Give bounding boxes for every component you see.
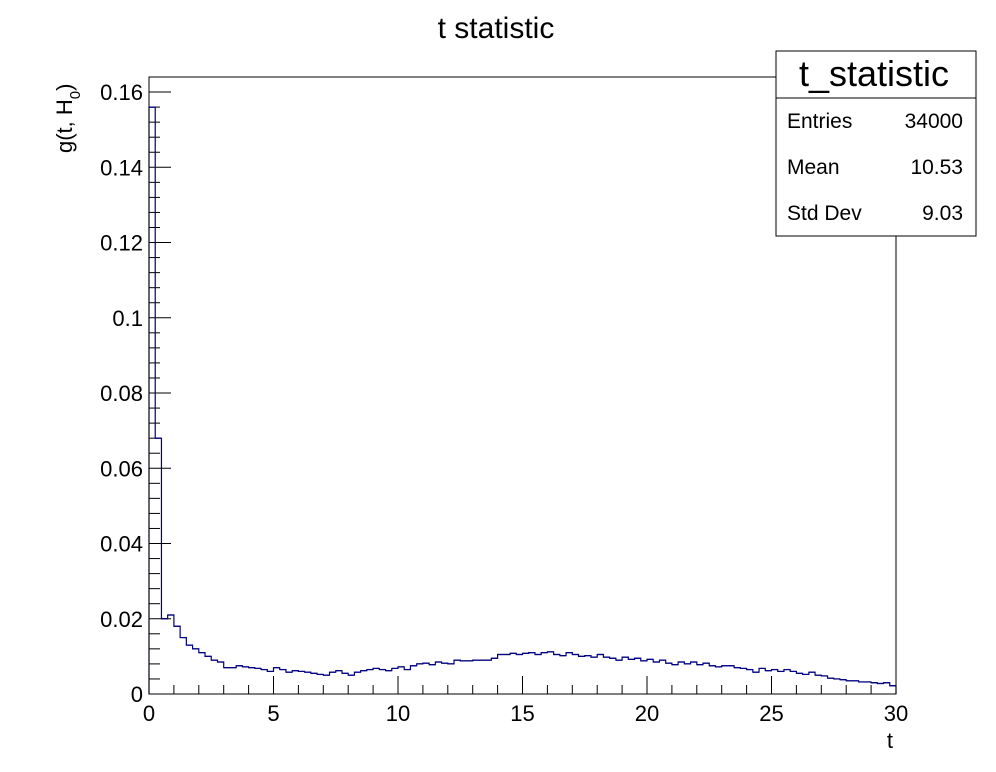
x-tick-label: 15: [510, 701, 534, 726]
y-tick-label: 0.02: [100, 607, 143, 632]
y-axis-label-subscript: 0: [67, 91, 84, 99]
y-axis-label-main: g(t, H: [52, 99, 77, 153]
stats-stddev-value: 9.03: [922, 202, 963, 225]
chart-title: t statistic: [438, 12, 555, 45]
y-tick-label: 0.04: [100, 532, 143, 557]
y-tick-label: 0.06: [100, 456, 143, 481]
y-tick-label: 0.08: [100, 381, 143, 406]
x-axis-label: t: [887, 728, 893, 753]
x-tick-label: 0: [143, 701, 155, 726]
x-tick-label: 10: [386, 701, 410, 726]
stats-box: t_statistic Entries 34000 Mean 10.53 Std…: [775, 50, 977, 237]
plot-frame: [148, 76, 897, 695]
histogram-bins: [149, 106, 896, 687]
y-tick-label: 0.12: [100, 231, 143, 256]
stats-entries-label: Entries: [787, 110, 852, 133]
stats-box-frame: [775, 50, 977, 237]
stats-stddev-label: Std Dev: [787, 202, 862, 225]
stats-mean-value: 10.53: [910, 156, 963, 179]
y-tick-label: 0: [131, 682, 143, 707]
stats-box-title: t_statistic: [799, 53, 949, 94]
x-tick-label: 20: [635, 701, 659, 726]
y-tick-label: 0.1: [112, 306, 143, 331]
y-axis-label: g(t, H0): [52, 84, 84, 153]
x-tick-label: 30: [884, 701, 908, 726]
y-axis-label-close: ): [52, 84, 77, 91]
x-tick-label: 5: [267, 701, 279, 726]
y-tick-label: 0.16: [100, 80, 143, 105]
y-axis-label-text: g(t, H0): [52, 84, 84, 153]
x-tick-label: 25: [759, 701, 783, 726]
stats-entries-value: 34000: [905, 110, 963, 133]
stats-mean-label: Mean: [787, 156, 840, 179]
y-tick-labels: 0 0.02 0.04 0.06 0.08 0.1 0.12 0.14 0.16: [100, 80, 143, 707]
y-tick-label: 0.14: [100, 155, 143, 180]
x-tick-labels: 0 5 10 15 20 25 30: [143, 701, 908, 726]
